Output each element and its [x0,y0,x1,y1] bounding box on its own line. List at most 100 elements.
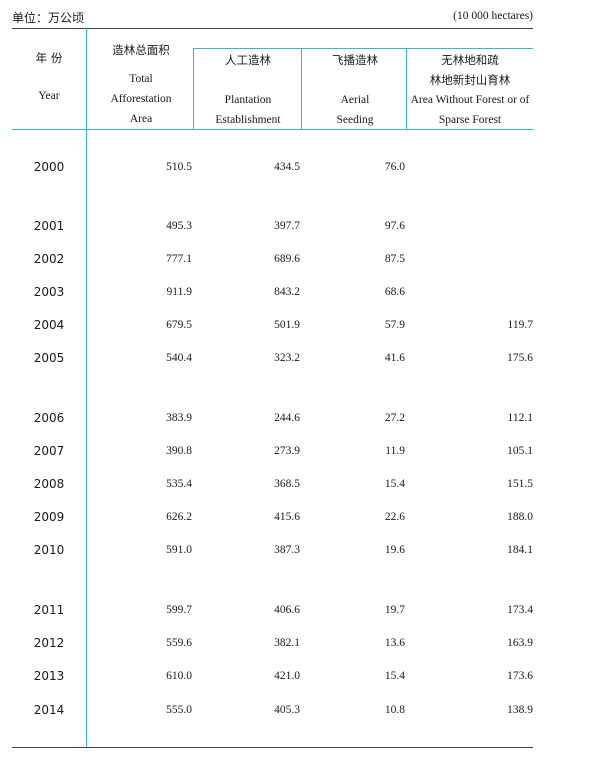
cell-total: 911.9 [166,286,192,298]
table-bottom-rule [12,747,533,748]
header-year: 年 份 Year [18,48,80,106]
cell-total: 591.0 [166,544,192,556]
cell-plant: 415.6 [274,511,300,523]
cell-aerial: 13.6 [384,637,405,649]
header-year-cn: 年 份 [35,51,63,65]
cell-total: 626.2 [166,511,192,523]
cell-total: 510.5 [166,161,192,173]
cell-aerial: 41.6 [384,352,405,364]
cell-year: 2008 [33,477,65,491]
cell-total: 679.5 [166,319,192,331]
header-total-cn: 造林总面积 [112,43,170,57]
cell-aerial: 57.9 [384,319,405,331]
header-plantation-cn: 人工造林 [225,53,271,67]
cell-year: 2002 [33,252,65,266]
cell-noforest: 175.6 [507,352,533,364]
cell-plant: 501.9 [274,319,300,331]
table-row: 2008 535.4 368.5 15.4 151.5 [0,474,597,494]
cell-aerial: 97.6 [384,220,405,232]
table-row: 2011 599.7 406.6 19.7 173.4 [0,600,597,620]
cell-aerial: 22.6 [384,511,405,523]
cell-total: 383.9 [166,412,192,424]
table-row: 2005 540.4 323.2 41.6 175.6 [0,348,597,368]
cell-noforest: 112.1 [507,412,533,424]
cell-aerial: 10.8 [384,704,405,716]
header-aerial-en-1: Aerial [340,94,370,106]
cell-total: 495.3 [166,220,192,232]
cell-noforest: 184.1 [507,544,533,556]
table-row: 2014 555.0 405.3 10.8 138.9 [0,700,597,720]
cell-year: 2009 [33,510,65,524]
table-top-rule [12,28,533,29]
header-plantation-en-1: Plantation [224,94,272,106]
cell-aerial: 15.4 [384,478,405,490]
cell-total: 535.4 [166,478,192,490]
cell-plant: 244.6 [274,412,300,424]
cell-noforest: 138.9 [507,704,533,716]
header-noforest-en-2: Sparse Forest [438,114,502,126]
cell-plant: 368.5 [274,478,300,490]
cell-total: 559.6 [166,637,192,649]
cell-year: 2006 [33,411,65,425]
table-row: 2002 777.1 689.6 87.5 [0,249,597,269]
cell-aerial: 15.4 [384,670,405,682]
cell-plant: 382.1 [274,637,300,649]
year-column-divider [86,28,87,747]
cell-year: 2010 [33,543,65,557]
cell-plant: 421.0 [274,670,300,682]
cell-noforest: 173.4 [507,604,533,616]
cell-noforest: 119.7 [507,319,533,331]
header-noforest: 无林地和疏 林地新封山育林 Area Without Forest or of … [407,50,533,130]
header-total: 造林总面积 Total Afforestation Area [92,40,190,129]
header-aerial: 飞播造林 Aerial Seeding [303,50,407,130]
cell-aerial: 87.5 [384,253,405,265]
table-row: 2010 591.0 387.3 19.6 184.1 [0,540,597,560]
table-row: 2012 559.6 382.1 13.6 163.9 [0,633,597,653]
cell-year: 2005 [33,351,65,365]
cell-aerial: 68.6 [384,286,405,298]
header-aerial-en-2: Seeding [336,114,374,126]
cell-aerial: 76.0 [384,161,405,173]
cell-noforest: 151.5 [507,478,533,490]
cell-aerial: 11.9 [385,445,405,457]
cell-total: 777.1 [166,253,192,265]
table-row: 2006 383.9 244.6 27.2 112.1 [0,408,597,428]
table-row: 2009 626.2 415.6 22.6 188.0 [0,507,597,527]
cell-total: 599.7 [166,604,192,616]
header-plantation-en-2: Establishment [215,114,281,126]
header-total-en-3: Area [129,113,153,125]
header-bottom-rule [12,129,533,130]
header-subgroup-rule [193,48,533,49]
cell-year: 2012 [33,636,65,650]
header-aerial-cn: 飞播造林 [332,53,378,67]
cell-noforest: 173.6 [507,670,533,682]
cell-noforest: 163.9 [507,637,533,649]
table-row: 2003 911.9 843.2 68.6 [0,282,597,302]
cell-plant: 689.6 [274,253,300,265]
cell-noforest: 105.1 [507,445,533,457]
cell-aerial: 19.7 [384,604,405,616]
cell-year: 2001 [33,219,65,233]
header-total-en-2: Afforestation [110,93,172,105]
header-year-en: Year [38,90,60,102]
cell-year: 2013 [33,669,65,683]
header-noforest-en-1: Area Without Forest or of [410,94,530,106]
cell-aerial: 19.6 [384,544,405,556]
cell-total: 540.4 [166,352,192,364]
divider-aerial-noforest [406,48,407,129]
cell-plant: 843.2 [274,286,300,298]
cell-noforest: 188.0 [507,511,533,523]
table-row: 2007 390.8 273.9 11.9 105.1 [0,441,597,461]
cell-plant: 434.5 [274,161,300,173]
header-noforest-cn-2: 林地新封山育林 [429,73,511,87]
divider-total-plant [193,48,194,129]
cell-plant: 273.9 [274,445,300,457]
cell-year: 2011 [33,603,65,617]
cell-total: 555.0 [166,704,192,716]
cell-aerial: 27.2 [384,412,405,424]
cell-plant: 397.7 [274,220,300,232]
cell-year: 2004 [33,318,65,332]
header-noforest-cn-1: 无林地和疏 [441,53,499,67]
cell-total: 390.8 [166,445,192,457]
unit-label-cn: 单位：万公顷 [12,11,85,25]
